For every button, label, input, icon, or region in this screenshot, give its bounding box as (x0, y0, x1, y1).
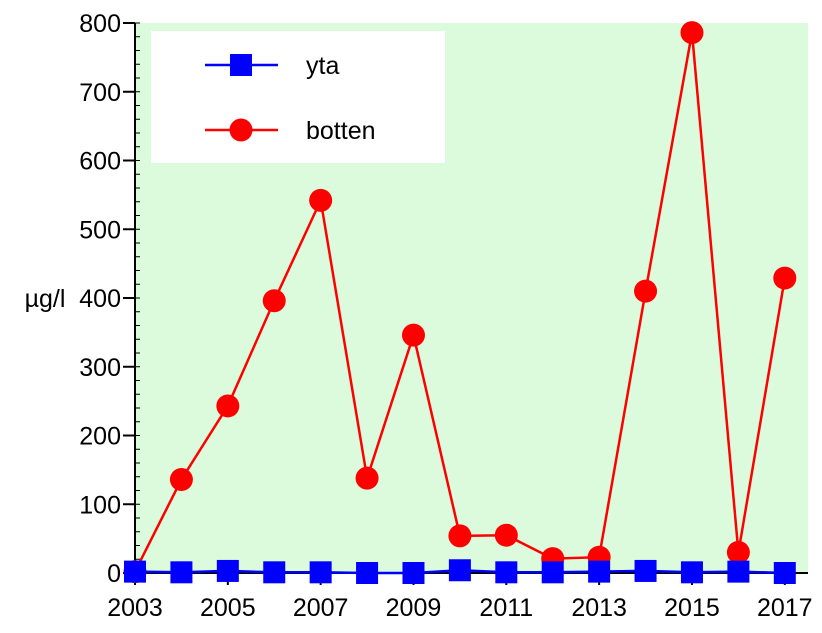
yta-point (216, 559, 239, 582)
botten-point (773, 266, 797, 290)
yta-point (170, 561, 193, 584)
y-axis-label: µg/l (25, 285, 66, 313)
axes: 0 100 200 300 400 500 600 700 800 2003 2005 2007 200… (79, 10, 812, 622)
legend: yta botten (151, 31, 445, 163)
yta-point (773, 562, 796, 584)
x-tick-label: 2017 (757, 594, 813, 622)
botten-point (494, 523, 518, 547)
botten-point (216, 394, 240, 418)
botten-point (634, 279, 658, 303)
yta-point (402, 562, 425, 584)
y-tick-label: 300 (79, 354, 121, 382)
botten-point (169, 468, 193, 491)
x-tick-label: 2011 (479, 594, 533, 622)
botten-point (262, 289, 286, 313)
y-tick-label: 0 (107, 560, 121, 588)
x-tick-label: 2013 (571, 594, 627, 622)
x-tick-label: 2007 (293, 594, 349, 622)
y-tick-label: 600 (79, 148, 121, 176)
legend-label: yta (306, 52, 339, 80)
yta-point (495, 561, 518, 584)
legend-marker (230, 54, 252, 76)
botten-point (309, 188, 333, 212)
x-tick-label: 2005 (200, 594, 256, 622)
yta-point (356, 562, 379, 584)
botten-point (448, 524, 472, 548)
y-tick-label: 100 (79, 491, 121, 519)
x-tick-label: 2009 (386, 594, 442, 622)
y-tick-label: 800 (79, 10, 121, 38)
y-tick-label: 400 (79, 285, 121, 313)
legend-marker (229, 118, 253, 142)
yta-point (448, 559, 471, 582)
yta-point (727, 560, 750, 583)
yta-point (541, 561, 564, 584)
yta-point (263, 561, 286, 584)
botten-point (401, 323, 425, 347)
series-layer (123, 21, 797, 584)
y-tick-label: 200 (79, 423, 121, 451)
x-tick-label: 2003 (107, 594, 163, 622)
botten-point (680, 21, 704, 45)
legend-label: botten (306, 117, 376, 145)
yta-point (309, 561, 332, 584)
x-tick-label: 2015 (664, 594, 720, 622)
botten-point (726, 540, 750, 564)
yta-point (680, 561, 703, 584)
yta-point (124, 560, 146, 583)
y-tick-label: 700 (79, 79, 121, 107)
legend-box (151, 31, 445, 163)
botten-point (355, 466, 379, 490)
y-tick-label: 500 (79, 216, 121, 244)
yta-point (588, 560, 611, 583)
yta-point (634, 559, 657, 582)
